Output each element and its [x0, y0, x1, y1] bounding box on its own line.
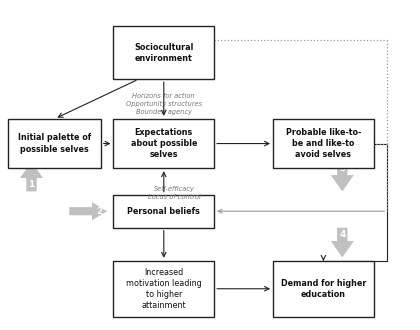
Text: Expectations
about possible
selves: Expectations about possible selves — [131, 128, 197, 159]
FancyBboxPatch shape — [113, 26, 214, 79]
Polygon shape — [69, 202, 107, 220]
Text: Personal beliefs: Personal beliefs — [127, 207, 200, 216]
Text: Horizons for action
Opportunity structures
Bounded agency: Horizons for action Opportunity structur… — [126, 93, 202, 115]
Text: 1: 1 — [29, 180, 34, 189]
Text: 4: 4 — [339, 230, 346, 239]
Text: 2: 2 — [97, 207, 102, 216]
Text: Increased
motivation leading
to higher
attainment: Increased motivation leading to higher a… — [126, 268, 202, 310]
FancyBboxPatch shape — [273, 119, 374, 168]
Polygon shape — [20, 162, 43, 191]
Text: Sociocultural
environment: Sociocultural environment — [134, 43, 194, 63]
FancyBboxPatch shape — [113, 261, 214, 317]
Text: Probable like-to-
be and like-to
avoid selves: Probable like-to- be and like-to avoid s… — [286, 128, 361, 159]
FancyBboxPatch shape — [113, 195, 214, 228]
FancyBboxPatch shape — [113, 119, 214, 168]
Text: Initial palette of
possible selves: Initial palette of possible selves — [18, 134, 91, 153]
Polygon shape — [331, 228, 354, 257]
Text: Self-efficacy
Locus of control: Self-efficacy Locus of control — [148, 186, 201, 200]
Polygon shape — [331, 162, 354, 191]
FancyBboxPatch shape — [8, 119, 101, 168]
Text: 3: 3 — [339, 164, 345, 173]
Text: Demand for higher
education: Demand for higher education — [281, 279, 366, 299]
FancyBboxPatch shape — [273, 261, 374, 317]
